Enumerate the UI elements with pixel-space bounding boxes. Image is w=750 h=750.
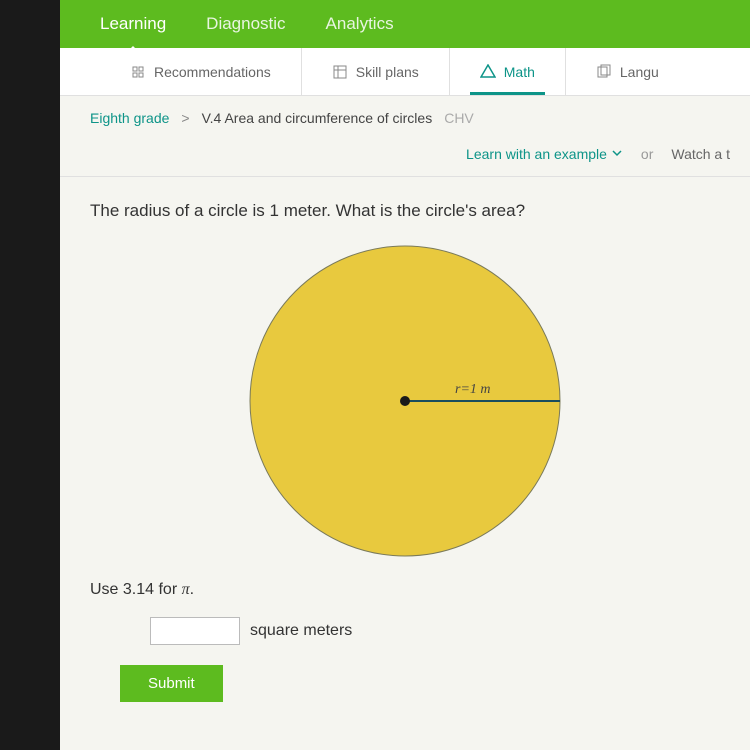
question-text: The radius of a circle is 1 meter. What … — [90, 201, 720, 221]
chevron-down-icon — [611, 146, 623, 162]
top-nav-learning[interactable]: Learning — [100, 0, 166, 48]
answer-unit: square meters — [250, 622, 352, 640]
skill-plans-icon — [332, 64, 348, 80]
math-icon — [480, 64, 496, 80]
recommendations-icon — [130, 64, 146, 80]
pi-suffix: . — [190, 581, 194, 598]
submit-button[interactable]: Submit — [120, 665, 223, 702]
sub-nav-label: Skill plans — [356, 64, 419, 80]
radius-label: r=1 m — [455, 382, 491, 397]
or-text: or — [641, 146, 653, 162]
answer-row: square meters — [150, 617, 720, 645]
breadcrumb-separator: > — [181, 110, 189, 126]
learn-example-link[interactable]: Learn with an example — [466, 146, 623, 162]
pi-instruction: Use 3.14 for π. — [90, 581, 720, 599]
pi-symbol: π — [182, 581, 190, 598]
breadcrumb-grade[interactable]: Eighth grade — [90, 110, 169, 126]
sub-nav-label: Math — [504, 64, 535, 80]
circle-diagram: r=1 m — [90, 241, 720, 561]
watch-link[interactable]: Watch a t — [671, 146, 730, 162]
content-area: The radius of a circle is 1 meter. What … — [60, 177, 750, 726]
learn-example-label: Learn with an example — [466, 146, 607, 162]
sub-nav-skill-plans[interactable]: Skill plans — [302, 48, 450, 95]
sub-nav-label: Langu — [620, 64, 659, 80]
breadcrumb-code: CHV — [444, 110, 474, 126]
pi-prefix: Use 3.14 for — [90, 581, 182, 598]
breadcrumb-title: V.4 Area and circumference of circles — [202, 110, 433, 126]
breadcrumb: Eighth grade > V.4 Area and circumferenc… — [60, 96, 750, 140]
top-nav: Learning Diagnostic Analytics — [60, 0, 750, 48]
language-icon — [596, 64, 612, 80]
sub-nav-label: Recommendations — [154, 64, 271, 80]
top-nav-diagnostic[interactable]: Diagnostic — [206, 0, 285, 48]
sub-nav-math[interactable]: Math — [450, 48, 566, 95]
answer-input[interactable] — [150, 617, 240, 645]
sub-nav-language[interactable]: Langu — [566, 48, 689, 95]
center-dot — [400, 396, 410, 406]
sub-nav: Recommendations Skill plans Math Langu — [60, 48, 750, 96]
top-nav-analytics[interactable]: Analytics — [326, 0, 394, 48]
actions-row: Learn with an example or Watch a t — [60, 140, 750, 177]
app-screen: Learning Diagnostic Analytics Recommenda… — [60, 0, 750, 750]
sub-nav-recommendations[interactable]: Recommendations — [100, 48, 302, 95]
